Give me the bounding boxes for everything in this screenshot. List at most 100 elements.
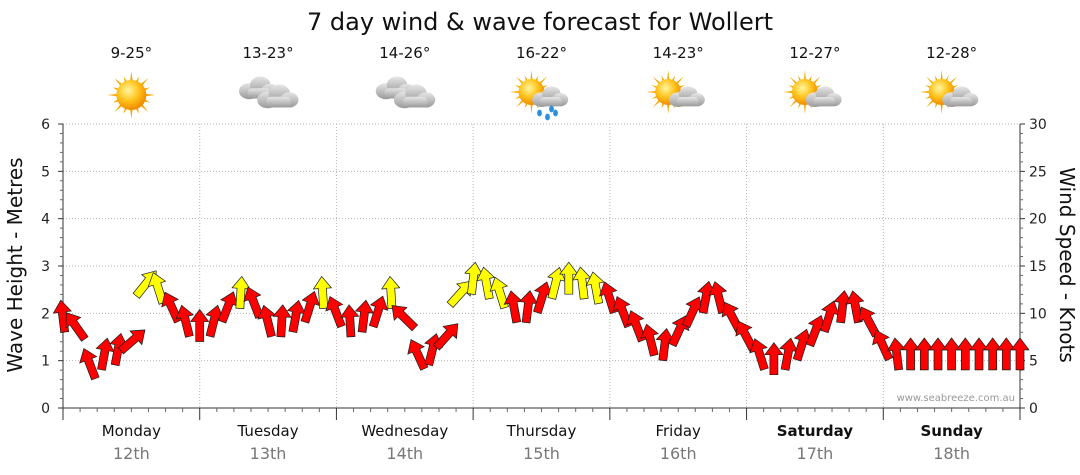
sun-ray [145,93,156,97]
day-temperature: 9-25° [111,44,153,62]
day-date: 12th [113,444,150,463]
right-tick-label: 5 [1029,354,1038,370]
wind-arrow [749,338,769,371]
left-tick-label: 1 [41,354,50,370]
sun-ray [515,99,524,108]
sun-ray [107,93,118,97]
wind-arrow [391,305,419,332]
wind-arrow [65,312,89,342]
sun-ray [675,76,684,85]
sun-ray [130,71,133,82]
sun-ray [530,103,533,114]
day-date: 17th [797,444,834,463]
sun-ray [926,99,934,108]
wind-arrow [95,337,115,371]
day-name: Saturday [777,422,854,440]
sun-cloud-icon [782,70,842,114]
sun-ray [667,70,670,81]
day-date: 18th [933,444,970,463]
plot-axes: 0 1 2 3 4 5 6 0 5 10 15 20 25 30 [41,117,1047,420]
wind-arrow [955,337,975,371]
sun-ray [114,103,123,112]
day-date: 15th [523,444,560,463]
wind-arrow [446,280,472,308]
wind-arrow [79,348,100,381]
sun-ray [140,103,149,112]
sun-ray [789,99,798,108]
right-tick-label: 15 [1029,259,1047,275]
cloud-icon [239,76,299,109]
rain-drop [553,109,558,117]
sun-cloud-icon [919,70,979,114]
day-name: Friday [655,422,701,440]
wind-arrow [368,295,389,329]
wind-arrow [914,337,934,371]
y-axis-label-right: Wind Speed - Knots [1055,167,1079,363]
sun-ray [140,78,149,87]
wind-arrow [354,299,375,333]
wind-arrow [941,337,962,371]
sun-disc [116,80,147,110]
wind-arrow [489,276,509,310]
sun-ray [114,78,123,87]
forecast-icons: 9-25° 13-23° 14-26° 16-22° 14-23° 12-27° 12-28… [107,44,979,121]
left-tick-label: 2 [41,306,50,322]
watermark: www.seabreeze.com.au [897,393,1015,404]
wind-arrow [626,310,647,343]
wind-arrow [432,323,459,351]
right-tick-label: 25 [1029,164,1047,180]
sun-ray [530,70,533,81]
day-name: Tuesday [237,422,299,440]
wind-arrow [928,337,948,371]
sun-ray [652,76,661,85]
left-tick-label: 3 [41,259,50,275]
sun-ray [515,76,524,85]
wind-arrow [175,304,195,338]
sun-ray [949,76,958,85]
wind-arrow [272,304,292,338]
wind-arrow [381,275,401,309]
day-name: Wednesday [361,422,448,440]
sun-ray [803,70,807,81]
sun-ray [940,103,943,114]
sun-icon [107,71,156,119]
cloud-icon [375,76,436,109]
wind-arrow [845,290,865,324]
wind-arrow [900,337,921,371]
left-tick-label: 6 [41,117,50,133]
wind-arrow [612,295,633,329]
sun-ray [652,99,661,108]
wind-arrow [1010,337,1030,371]
right-tick-label: 10 [1029,306,1047,322]
sun-ray [539,76,548,85]
sun-ray [646,90,657,94]
right-tick-label: 30 [1029,117,1047,133]
wind-arrow [117,329,146,355]
left-tick-label: 5 [41,164,50,180]
left-tick-label: 4 [41,212,50,228]
wind-arrow [996,337,1016,371]
sun-ray [667,103,670,114]
day-temperature: 16-22° [516,44,567,62]
wind-arrow [325,295,346,329]
right-tick-label: 0 [1029,401,1038,417]
day-temperature: 14-23° [653,44,704,62]
wind-arrow [312,275,333,309]
wind-arrow [340,304,360,338]
rain-drop [545,113,550,121]
wind-arrow [969,337,989,371]
sun-ray [940,70,943,81]
rain-drop [549,105,554,113]
wind-arrow [872,329,894,362]
day-date: 13th [250,444,287,463]
plot-grid [63,123,1020,408]
wind-arrow [598,281,619,315]
day-date: 16th [660,444,697,463]
sun-ray [789,76,798,85]
sun-ray [803,103,807,114]
day-temperature: 12-27° [789,44,840,62]
wind-arrow [640,323,659,357]
chart-title: 7 day wind & wave forecast for Wollert [307,8,773,36]
wind-arrow [300,290,321,324]
